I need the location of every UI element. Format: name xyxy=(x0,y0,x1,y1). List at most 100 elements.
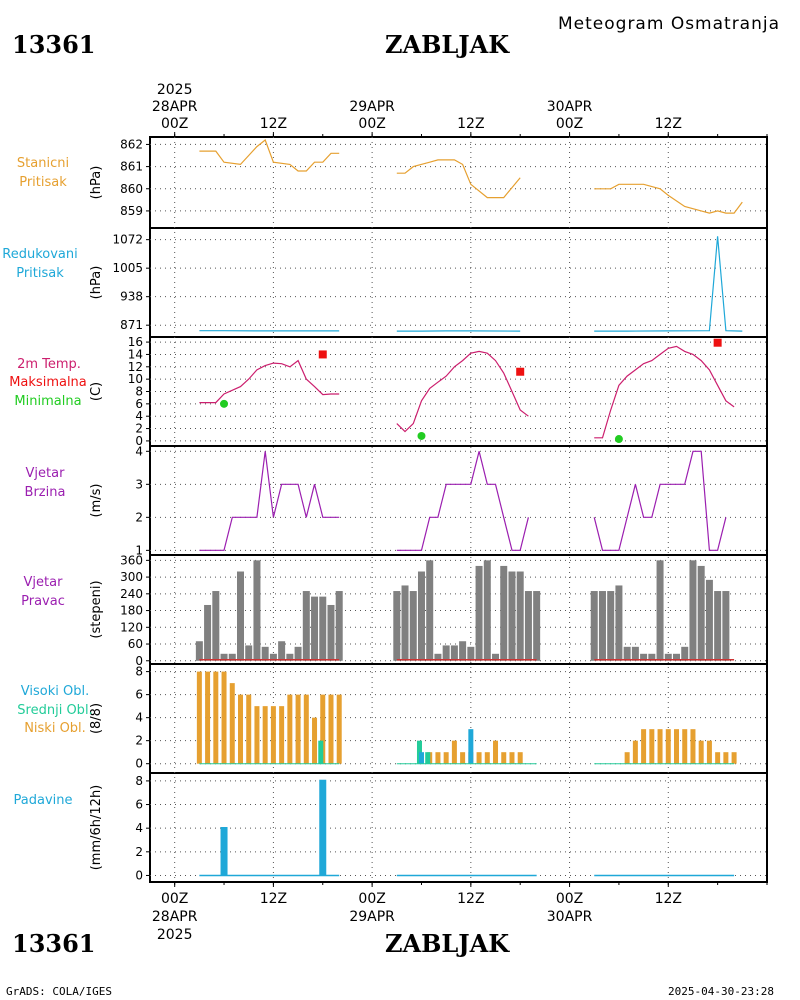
y-tick-label: 300 xyxy=(120,570,143,584)
min-temp-marker xyxy=(417,431,426,440)
wind-dir-bar xyxy=(500,565,508,661)
wind-dir-bar xyxy=(492,653,500,661)
cloud-bar-niski xyxy=(682,729,688,764)
product-title: Meteogram Osmatranja xyxy=(558,14,781,34)
cloud-bar-niski xyxy=(517,752,523,764)
wind-dir-bar xyxy=(327,604,335,661)
wind-dir-bar xyxy=(335,591,343,661)
station-id-bottom: 13361 xyxy=(12,929,96,958)
cloud-bar-niski xyxy=(632,740,638,764)
clouds-label-3: Niski Obl. xyxy=(24,721,86,736)
wind-dir-bar xyxy=(631,646,639,661)
panel-pressure: 859 860 861 862 (hPa) xyxy=(89,137,767,218)
wind-dir-bar xyxy=(467,646,475,661)
wind-dir-bar xyxy=(434,653,442,661)
y-tick-label: 4 xyxy=(135,444,143,458)
cloud-bar-niski xyxy=(196,671,202,764)
series-line xyxy=(396,159,521,199)
cloud-bar-niski xyxy=(493,740,499,764)
wind-dir-bar xyxy=(475,565,483,661)
wind-dir-bar xyxy=(278,641,286,661)
y-tick-label: 871 xyxy=(120,318,143,332)
cloud-bar-niski xyxy=(229,683,235,764)
day-label: 28APR xyxy=(152,909,198,925)
wind-dir-bar xyxy=(705,579,713,661)
wind-dir-bar xyxy=(697,565,705,661)
y-tick-label: 240 xyxy=(120,587,143,601)
y-tick-label: 4 xyxy=(135,711,143,725)
cloud-bar-niski xyxy=(435,752,441,764)
y-tick-label: 938 xyxy=(120,290,143,304)
series-line xyxy=(199,139,340,172)
wind-dir-bar xyxy=(286,653,294,661)
wind-dir-bar xyxy=(220,653,228,661)
wind-dir-bar xyxy=(253,560,261,661)
time-tick-label: 12Z xyxy=(260,116,287,132)
cloud-bar-niski xyxy=(476,752,482,764)
series-line xyxy=(199,359,340,404)
wind-dir-bar xyxy=(673,653,681,661)
y-tick-label: 4 xyxy=(135,409,143,423)
y-tick-label: 2 xyxy=(135,422,143,436)
clouds-label-2: Srednji Obl. xyxy=(17,703,93,718)
station-id-top: 13361 xyxy=(12,30,96,59)
day-label: 30APR xyxy=(547,909,593,925)
cloud-bar-niski xyxy=(221,671,227,764)
y-axis-label: (8/8) xyxy=(89,703,104,734)
wind-dir-bar xyxy=(302,591,310,661)
wind-dir-bar xyxy=(483,560,491,661)
precip-bar xyxy=(319,779,327,876)
y-tick-label: 6 xyxy=(135,397,143,411)
precip-label-1: Padavine xyxy=(13,793,73,808)
cloud-bar-niski xyxy=(451,740,457,764)
cloud-bar-niski xyxy=(205,671,211,764)
cloud-bar-niski xyxy=(501,752,507,764)
cloud-bar-niski xyxy=(213,671,219,764)
time-tick-label: 00Z xyxy=(358,891,385,907)
series-line xyxy=(593,450,727,551)
y-tick-label: 0 xyxy=(135,654,143,668)
wind-dir-bar xyxy=(450,645,458,661)
wind-dir-bar xyxy=(393,591,401,661)
panel-precip: 0 2 4 6 8 (mm/6h/12h) xyxy=(89,774,767,882)
clouds-label-1: Visoki Obl. xyxy=(20,684,90,699)
wind-dir-label-2: Pravac xyxy=(21,594,65,609)
wind-dir-bar xyxy=(714,591,722,661)
wind-dir-label-1: Vjetar xyxy=(23,575,63,590)
y-tick-label: 8 xyxy=(135,774,143,788)
wind-dir-bar xyxy=(212,591,220,661)
mslp-label-1: Redukovani xyxy=(2,247,78,262)
wind-dir-bar xyxy=(426,560,434,661)
wind-dir-bar xyxy=(590,591,598,661)
wind-dir-bar xyxy=(689,560,697,661)
cloud-bar-niski xyxy=(731,752,737,764)
cloud-bar-niski xyxy=(706,740,712,764)
y-tick-label: 180 xyxy=(120,604,143,618)
wind-dir-bar xyxy=(607,591,615,661)
cloud-bar-niski xyxy=(674,729,680,764)
y-tick-label: 3 xyxy=(135,477,143,491)
cloud-bar-niski xyxy=(624,752,630,764)
cloud-bar-niski xyxy=(262,706,268,764)
cloud-bar-niski xyxy=(509,752,515,764)
cloud-bar-niski xyxy=(665,729,671,764)
y-tick-label: 0 xyxy=(135,757,143,771)
station-name-bottom: ZABLJAK xyxy=(385,929,510,958)
wind-dir-bar xyxy=(442,645,450,661)
day-label: 30APR xyxy=(547,99,593,115)
y-tick-label: 4 xyxy=(135,821,143,835)
cloud-bar-niski xyxy=(336,694,342,764)
y-tick-label: 14 xyxy=(128,347,143,361)
y-tick-label: 6 xyxy=(135,798,143,812)
chart-frame xyxy=(149,136,768,883)
max-temp-marker xyxy=(713,338,722,347)
wind-dir-bar xyxy=(294,646,302,661)
y-tick-label: 1005 xyxy=(112,261,143,275)
cloud-bar-visoki xyxy=(468,729,474,764)
y-tick-label: 1072 xyxy=(112,233,143,247)
y-tick-label: 2 xyxy=(135,845,143,859)
y-tick-label: 8 xyxy=(135,385,143,399)
series-line xyxy=(594,183,743,214)
